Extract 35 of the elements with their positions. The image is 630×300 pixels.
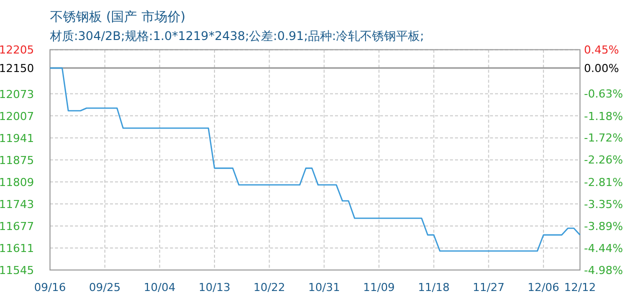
y-tick-label: 11875 [0, 154, 34, 167]
y-tick-label: 12205 [0, 44, 34, 57]
y-tick-label: 11809 [0, 176, 34, 189]
y-tick-label: 11677 [0, 220, 34, 233]
y-tick-label: 12007 [0, 110, 34, 123]
chart-subtitle: 材质:304/2B;规格:1.0*1219*2438;公差:0.91;品种:冷轧不锈钢平板; [49, 29, 424, 43]
y-tick-label: 12073 [0, 88, 34, 101]
x-tick-label: 09/16 [34, 281, 66, 294]
y2-tick-label: -4.44% [584, 242, 623, 256]
y-tick-label: 11545 [0, 264, 34, 277]
x-tick-label: 12/06 [528, 281, 560, 294]
y2-tick-label: -0.63% [584, 88, 623, 101]
x-tick-label: 10/22 [253, 281, 286, 294]
y-tick-label: 11941 [0, 132, 34, 145]
y2-tick-label: -1.18% [584, 110, 623, 123]
y2-tick-label: 0.00% [584, 62, 619, 75]
y2-tick-label: 0.45% [584, 44, 619, 57]
x-tick-label: 10/13 [198, 281, 230, 294]
x-tick-label: 11/09 [363, 281, 395, 294]
y2-tick-label: -4.98% [584, 264, 623, 277]
chart-title: 不锈钢板 (国产 市场价) [50, 10, 186, 25]
y-tick-label: 11611 [0, 242, 34, 255]
x-tick-label: 11/18 [418, 281, 450, 294]
x-tick-label: 10/04 [144, 281, 176, 294]
y2-tick-label: -3.35% [584, 198, 623, 211]
y2-tick-label: -3.89% [584, 220, 623, 233]
y2-tick-label: -2.26% [584, 154, 623, 167]
y2-tick-label: -1.72% [584, 132, 623, 145]
y-tick-label: 12150 [0, 62, 34, 76]
y-tick-label: 11743 [0, 198, 34, 211]
x-tick-label: 11/27 [472, 281, 504, 294]
x-tick-label: 09/25 [88, 281, 121, 294]
x-tick-label: 12/12 [564, 281, 596, 294]
y2-tick-label: -2.81% [584, 176, 623, 189]
x-tick-label: 10/31 [308, 281, 340, 294]
